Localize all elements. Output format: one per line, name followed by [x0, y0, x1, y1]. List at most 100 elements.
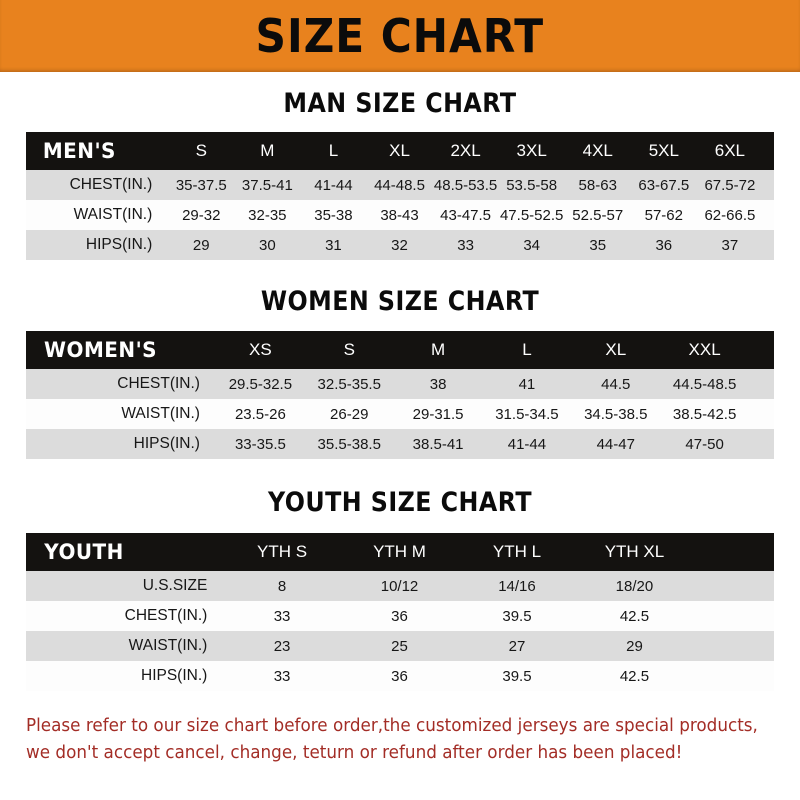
table-cell: 33 [273, 667, 291, 685]
women-table-header-row: WOMEN'S XS S M L XL XXL [26, 331, 774, 369]
order-policy-note: Please refer to our size chart before or… [26, 713, 758, 767]
man-size-header-5xl: 5XL [648, 141, 679, 160]
table-cell: 8 [277, 577, 287, 595]
youth-row-label: WAIST(IN.) [128, 637, 208, 654]
women-row-label: HIPS(IN.) [133, 435, 200, 452]
table-cell: 44.5 [601, 375, 631, 393]
table-cell: 43-47.5 [440, 206, 492, 224]
table-cell: 29-31.5 [412, 405, 464, 423]
youth-row-label: U.S.SIZE [142, 577, 208, 594]
table-cell: 35-37.5 [175, 176, 227, 194]
table-cell: 53.5-58 [506, 176, 558, 194]
man-size-header-3xl: 3XL [516, 141, 547, 160]
youth-size-header-yth-xl: YTH XL [604, 542, 665, 561]
table-row: CHEST(IN.) 33 36 39.5 42.5 [26, 601, 774, 631]
man-row-label: WAIST(IN.) [73, 206, 153, 223]
table-cell: 37.5-41 [241, 176, 293, 194]
table-cell: 36 [655, 236, 673, 254]
man-size-header-xl: XL [389, 141, 410, 160]
table-cell: 35 [589, 236, 607, 254]
table-row: HIPS(IN.) 33 36 39.5 42.5 [26, 661, 774, 691]
table-cell: 14/16 [498, 577, 536, 595]
table-cell: 31.5-34.5 [495, 405, 559, 423]
youth-size-header-yth-m: YTH M [373, 542, 426, 561]
youth-size-table: YOUTH YTH S YTH M YTH L YTH XL U.S.SIZE 8 10/1… [26, 533, 774, 691]
table-cell: 36 [391, 667, 408, 685]
table-cell: 42.5 [619, 607, 650, 625]
table-cell: 39.5 [502, 607, 532, 625]
women-size-table: WOMEN'S XS S M L XL XXL CHEST(IN.) 29.5-32.5 32.… [26, 331, 774, 459]
table-cell: 32-35 [248, 206, 287, 224]
women-size-header-xs: XS [249, 340, 272, 359]
table-cell: 23.5-26 [234, 405, 286, 423]
man-section-title: MAN SIZE CHART [283, 88, 517, 119]
table-cell-spacer [693, 661, 774, 691]
women-header-spacer [749, 331, 774, 369]
table-cell-spacer [749, 429, 774, 459]
women-size-chart-section: WOMEN SIZE CHART WOMEN'S XS S M L XL XXL CHEST… [0, 286, 800, 459]
table-cell: 26-29 [330, 405, 369, 423]
youth-size-header-yth-s: YTH S [257, 542, 308, 561]
table-cell-spacer [763, 230, 774, 260]
table-cell: 30 [259, 236, 276, 254]
youth-section-title: YOUTH SIZE CHART [267, 487, 533, 518]
table-row: HIPS(IN.) 33-35.5 35.5-38.5 38.5-41 41-44 44-… [26, 429, 774, 459]
table-cell-spacer [693, 601, 774, 631]
man-row-label: CHEST(IN.) [69, 176, 153, 193]
table-cell: 29 [192, 236, 210, 254]
table-cell: 41 [518, 375, 536, 393]
table-cell: 27 [508, 637, 526, 655]
order-policy-note-line-2: we don't accept cancel, change, teturn o… [26, 743, 683, 764]
women-size-header-xl: XL [605, 340, 627, 359]
man-table-body: CHEST(IN.) 35-37.5 37.5-41 41-44 44-48.5 48.5… [26, 170, 774, 260]
women-row-label: CHEST(IN.) [117, 375, 200, 392]
table-cell: 38-43 [380, 206, 419, 224]
youth-table-body: U.S.SIZE 8 10/12 14/16 18/20 CHEST(IN.) 33 36 39… [26, 571, 774, 691]
table-cell: 32 [391, 236, 408, 254]
table-cell: 37 [721, 236, 739, 254]
man-row-label: HIPS(IN.) [85, 236, 153, 253]
table-cell: 42.5 [619, 667, 650, 685]
man-header-label: MEN'S [42, 139, 116, 163]
table-cell: 41-44 [507, 435, 547, 453]
table-cell: 47.5-52.5 [499, 206, 564, 224]
table-cell: 63-67.5 [638, 176, 690, 194]
women-size-header-l: L [522, 340, 532, 359]
table-cell: 23 [273, 637, 291, 655]
man-size-header-m: M [260, 141, 275, 160]
table-cell: 32.5-35.5 [317, 375, 381, 393]
table-cell-spacer [693, 571, 774, 601]
man-size-table: MEN'S S M L XL 2XL 3XL 4XL 5XL 6XL CHEST(IN.) 35-3… [26, 132, 774, 260]
man-size-header-4xl: 4XL [582, 141, 613, 160]
table-cell: 48.5-53.5 [433, 176, 498, 194]
table-cell: 29-32 [182, 206, 221, 224]
table-cell: 38.5-42.5 [672, 405, 737, 423]
table-cell: 33-35.5 [234, 435, 286, 453]
table-cell: 57-62 [644, 206, 683, 224]
table-cell: 44-48.5 [374, 176, 425, 194]
order-policy-note-line-1: Please refer to our size chart before or… [26, 716, 758, 736]
table-cell: 38 [429, 375, 447, 393]
table-cell: 10/12 [380, 577, 419, 595]
table-cell: 35.5-38.5 [317, 435, 381, 453]
table-cell: 62-66.5 [704, 206, 756, 224]
table-cell: 34.5-38.5 [584, 405, 648, 423]
table-row: WAIST(IN.) 23.5-26 26-29 29-31.5 31.5-34.5 34… [26, 399, 774, 429]
table-cell: 38.5-41 [412, 435, 464, 453]
man-header-spacer [762, 132, 774, 170]
table-row: U.S.SIZE 8 10/12 14/16 18/20 [26, 571, 774, 601]
table-cell: 67.5-72 [704, 176, 756, 194]
youth-row-label: HIPS(IN.) [141, 667, 208, 684]
table-cell: 47-50 [685, 435, 724, 453]
table-cell-spacer [749, 369, 774, 399]
table-cell-spacer [763, 200, 774, 230]
table-row: WAIST(IN.) 23 25 27 29 [26, 631, 774, 661]
women-size-header-s: S [343, 340, 355, 359]
table-cell-spacer [693, 631, 774, 661]
man-table-header-row: MEN'S S M L XL 2XL 3XL 4XL 5XL 6XL [26, 132, 774, 170]
table-cell: 41-44 [314, 176, 353, 194]
table-cell: 39.5 [502, 667, 532, 685]
man-size-chart-section: MAN SIZE CHART MEN'S S M L XL 2XL 3XL 4XL 5XL 6XL… [0, 88, 800, 260]
youth-size-header-yth-l: YTH L [492, 542, 542, 561]
table-row: CHEST(IN.) 35-37.5 37.5-41 41-44 44-48.5 48.5… [26, 170, 774, 200]
